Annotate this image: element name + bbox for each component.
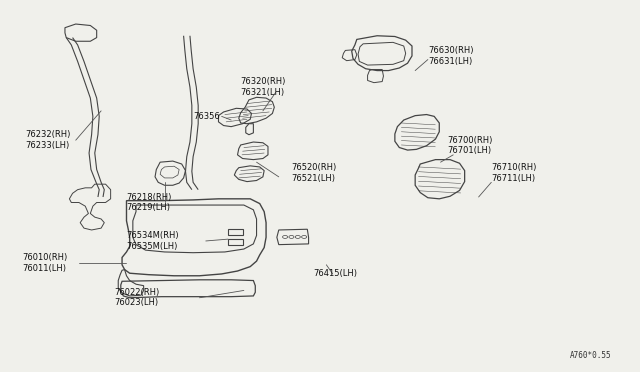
Text: 76010(RH)
76011(LH): 76010(RH) 76011(LH) <box>22 253 67 273</box>
Text: 76700(RH)
76701(LH): 76700(RH) 76701(LH) <box>447 136 492 155</box>
Text: 76630(RH)
76631(LH): 76630(RH) 76631(LH) <box>428 46 474 65</box>
Text: 76356: 76356 <box>193 112 220 121</box>
Text: 76534M(RH)
76535M(LH): 76534M(RH) 76535M(LH) <box>127 231 179 251</box>
Text: 76520(RH)
76521(LH): 76520(RH) 76521(LH) <box>291 163 337 183</box>
Text: 76232(RH)
76233(LH): 76232(RH) 76233(LH) <box>25 131 70 150</box>
Text: 76415(LH): 76415(LH) <box>314 269 358 279</box>
Text: A760*0.55: A760*0.55 <box>570 351 612 360</box>
Text: 76710(RH)
76711(LH): 76710(RH) 76711(LH) <box>492 163 537 183</box>
Text: 76320(RH)
76321(LH): 76320(RH) 76321(LH) <box>241 77 286 97</box>
Text: 76022(RH)
76023(LH): 76022(RH) 76023(LH) <box>114 288 159 308</box>
Text: 76218(RH)
76219(LH): 76218(RH) 76219(LH) <box>127 193 172 212</box>
